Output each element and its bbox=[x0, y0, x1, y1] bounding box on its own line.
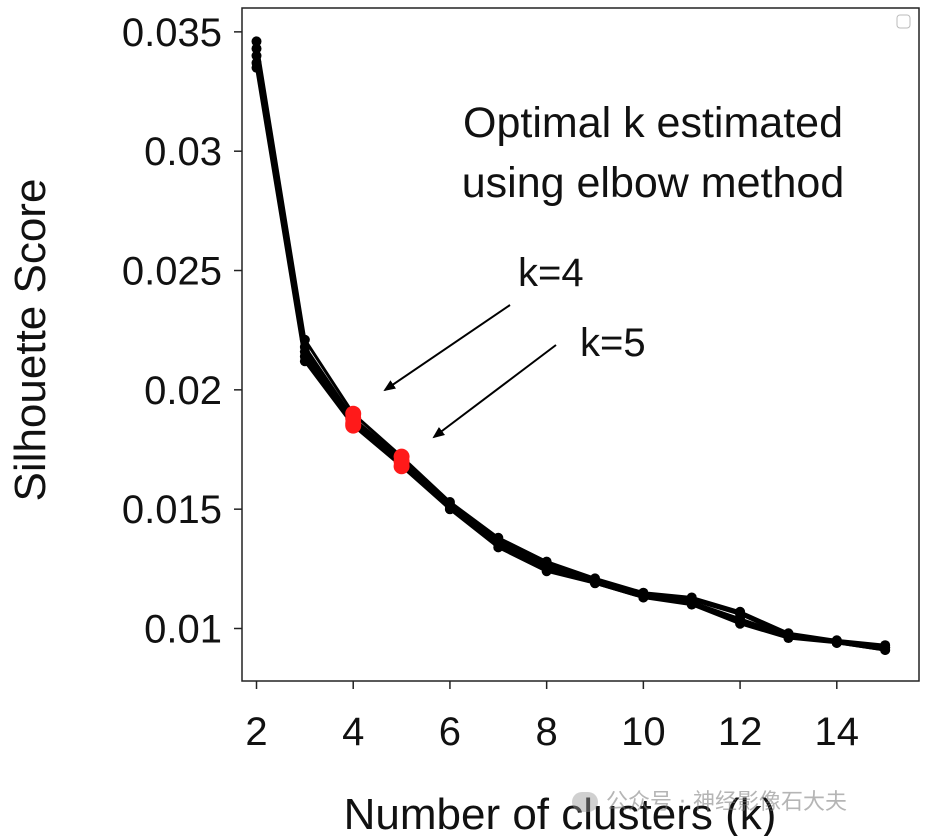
highlighted-point-k4 bbox=[345, 417, 362, 434]
data-point bbox=[880, 644, 891, 655]
data-point bbox=[638, 592, 649, 603]
watermark: 公众号 · 神经影像石大夫 bbox=[572, 784, 847, 816]
highlighted-point-k5 bbox=[393, 458, 410, 475]
x-tick-label: 6 bbox=[439, 710, 461, 754]
y-tick-label: 0.035 bbox=[122, 11, 222, 55]
series-layer bbox=[251, 36, 891, 655]
y-tick-label: 0.025 bbox=[122, 250, 222, 294]
annotation-k4-label: k=4 bbox=[518, 251, 584, 295]
data-point bbox=[444, 504, 455, 515]
y-tick-label: 0.02 bbox=[144, 369, 222, 413]
x-tick-label: 10 bbox=[621, 710, 666, 754]
series-1-line bbox=[255, 41, 886, 647]
x-tick-label: 2 bbox=[245, 710, 267, 754]
x-tick-label: 8 bbox=[536, 710, 558, 754]
x-tick-label: 12 bbox=[718, 710, 763, 754]
data-point bbox=[783, 633, 794, 644]
series-4-line bbox=[255, 62, 886, 652]
y-tick-label: 0.03 bbox=[144, 130, 222, 174]
annotation-title-line-2: using elbow method bbox=[462, 159, 844, 207]
watermark-text: 公众号 · 神经影像石大夫 bbox=[606, 790, 847, 815]
data-point bbox=[493, 542, 504, 553]
data-point bbox=[251, 62, 262, 73]
legend-box bbox=[896, 14, 911, 29]
annotation-title-line-1: Optimal k estimated bbox=[463, 99, 843, 147]
x-tick-label: 14 bbox=[815, 710, 860, 754]
data-point bbox=[251, 43, 262, 54]
y-axis-ticks: 0.01 0.015 0.02 0.025 0.03 0.035 bbox=[122, 11, 242, 651]
wechat-icon bbox=[572, 792, 598, 812]
data-point bbox=[251, 50, 262, 61]
data-point bbox=[299, 356, 310, 367]
x-axis-ticks: 2 4 6 8 10 12 14 bbox=[245, 681, 859, 754]
data-point bbox=[251, 36, 262, 47]
data-point bbox=[541, 566, 552, 577]
series-5-line bbox=[255, 67, 886, 652]
plot-area-frame bbox=[241, 7, 920, 682]
highlight-layer bbox=[345, 405, 410, 475]
data-point bbox=[686, 599, 697, 610]
y-tick-label: 0.015 bbox=[122, 488, 222, 532]
annotation-k5-arrow bbox=[432, 344, 557, 439]
annotation-k4-arrow bbox=[383, 304, 511, 392]
x-axis-label: Number of clusters (k) bbox=[344, 790, 777, 836]
annotation-k5-label: k=5 bbox=[580, 321, 646, 365]
series-5 bbox=[251, 62, 891, 655]
data-point bbox=[735, 618, 746, 629]
data-point bbox=[590, 578, 601, 589]
data-point bbox=[831, 637, 842, 648]
y-tick-label: 0.01 bbox=[144, 607, 222, 651]
series-4 bbox=[251, 57, 891, 655]
x-tick-label: 4 bbox=[342, 710, 364, 754]
y-axis-label: Silhouette Score bbox=[6, 179, 55, 502]
